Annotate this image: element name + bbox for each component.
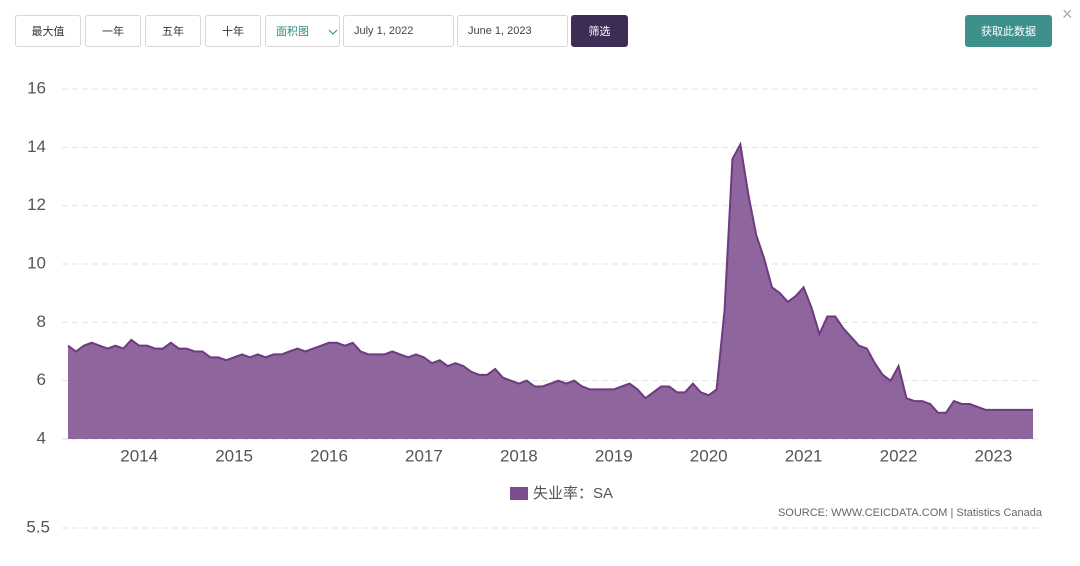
x-tick-label: 2018 bbox=[500, 446, 538, 465]
x-tick-label: 2022 bbox=[880, 446, 918, 465]
chart-kind-select[interactable]: 面积图 bbox=[265, 15, 340, 47]
start-date[interactable]: July 1, 2022 bbox=[343, 15, 454, 47]
legend-swatch bbox=[510, 487, 528, 500]
x-tick-label: 2017 bbox=[405, 446, 443, 465]
source: SOURCE: WWW.CEICDATA.COM | Statistics Ca… bbox=[778, 507, 1043, 519]
y-tick-label: 16 bbox=[27, 78, 46, 97]
range-button[interactable]: 十年 bbox=[205, 15, 261, 47]
x-tick-label: 2020 bbox=[690, 446, 728, 465]
line bbox=[67, 141, 1033, 414]
end-date[interactable]: June 1, 2023 bbox=[457, 15, 568, 47]
y-tick-label: 6 bbox=[37, 370, 46, 389]
x-tick-label: 2021 bbox=[785, 446, 823, 465]
y-tick-label: 14 bbox=[27, 137, 46, 156]
range-button[interactable]: 一年 bbox=[85, 15, 141, 47]
x-tick-label: 2019 bbox=[595, 446, 633, 465]
x-tick-label: 2014 bbox=[120, 446, 158, 465]
y-tick-label: 5.5 bbox=[26, 517, 50, 536]
range-button[interactable]: 最大值 bbox=[15, 15, 81, 47]
chevron bbox=[328, 29, 338, 35]
x-tick-label: 2016 bbox=[310, 446, 348, 465]
x-tick-label: 2023 bbox=[975, 446, 1013, 465]
get-data-button[interactable]: 获取此数据 bbox=[965, 15, 1052, 47]
legend-label: 失业率：SA bbox=[533, 485, 613, 502]
filter-button[interactable]: 筛选 bbox=[571, 15, 628, 47]
select-label: 面积图 bbox=[276, 26, 309, 38]
y-tick-label: 10 bbox=[27, 253, 46, 272]
range-button[interactable]: 五年 bbox=[145, 15, 201, 47]
close-button[interactable]: × bbox=[1062, 4, 1073, 24]
x-tick-label: 2015 bbox=[215, 446, 253, 465]
y-tick-label: 8 bbox=[37, 312, 46, 331]
y-tick-label: 4 bbox=[37, 428, 46, 447]
y-tick-label: 12 bbox=[27, 195, 46, 214]
area bbox=[68, 144, 1033, 439]
